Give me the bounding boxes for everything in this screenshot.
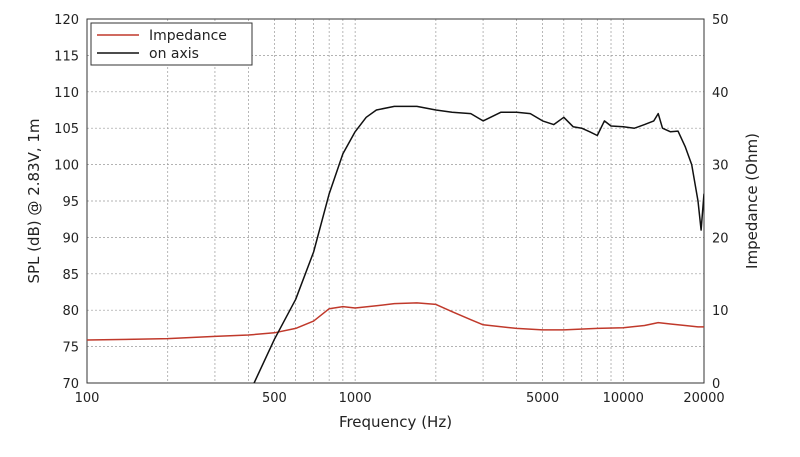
x-tick-label: 10000 (603, 391, 644, 406)
series-layer (87, 105, 704, 383)
x-tick-label: 5000 (526, 391, 559, 406)
y-left-tick-label: 70 (62, 377, 79, 392)
y-left-tick-label: 100 (54, 159, 79, 174)
y-left-tick-labels: 70 75 80 85 90 95 100 105 110 115 120 (54, 13, 79, 392)
series-line-impedance (87, 302, 704, 341)
y-left-tick-label: 75 (62, 341, 79, 356)
y-right-tick-labels: 0 10 20 30 40 50 (712, 13, 729, 392)
x-tick-labels: 100 500 1000 5000 10000 20000 (75, 391, 725, 406)
x-tick-label: 20000 (683, 391, 724, 406)
y-left-tick-label: 85 (62, 268, 79, 283)
y-left-tick-label: 90 (62, 231, 79, 246)
y-left-tick-label: 115 (54, 49, 79, 64)
x-axis-title: Frequency (Hz) (339, 413, 452, 431)
y-right-axis-title: Impedance (Ohm) (743, 133, 761, 269)
y-right-tick-label: 0 (712, 377, 720, 392)
x-tick-label: 500 (262, 391, 287, 406)
y-left-tick-label: 105 (54, 122, 79, 137)
y-left-tick-label: 120 (54, 13, 79, 28)
y-right-tick-label: 50 (712, 13, 729, 28)
x-tick-label: 1000 (339, 391, 372, 406)
y-left-tick-label: 80 (62, 304, 79, 319)
x-tick-label: 100 (75, 391, 100, 406)
series-line-on-axis (253, 105, 704, 383)
legend-label-impedance: Impedance (149, 28, 227, 44)
legend-label-on-axis: on axis (149, 46, 199, 62)
y-left-tick-label: 110 (54, 86, 79, 101)
legend: Impedance on axis (90, 22, 253, 66)
y-left-axis-title: SPL (dB) @ 2.83V, 1m (25, 118, 43, 283)
y-right-tick-label: 20 (712, 231, 729, 246)
grid (87, 19, 704, 383)
legend-box (90, 22, 253, 66)
y-right-tick-label: 40 (712, 86, 729, 101)
y-right-tick-label: 30 (712, 159, 729, 174)
y-right-tick-label: 10 (712, 304, 729, 319)
y-left-tick-label: 95 (62, 195, 79, 210)
